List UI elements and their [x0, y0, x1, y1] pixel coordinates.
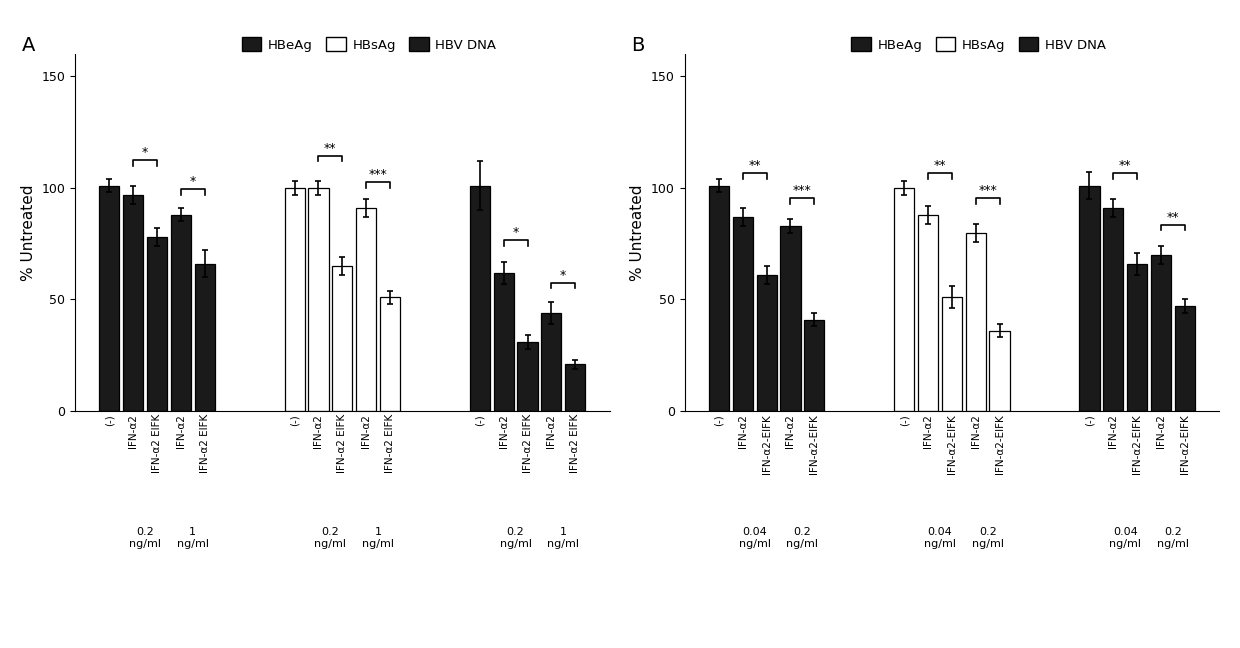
Bar [894, 188, 914, 411]
Bar [805, 319, 825, 411]
Text: ***: *** [368, 168, 387, 181]
Bar [966, 233, 986, 411]
Bar [494, 273, 513, 411]
Text: 1
ng/ml: 1 ng/ml [547, 527, 579, 549]
Text: *: * [560, 269, 567, 282]
Bar [379, 297, 401, 411]
Bar [1079, 186, 1100, 411]
Legend: HBeAg, HBsAg, HBV DNA: HBeAg, HBsAg, HBV DNA [237, 32, 502, 57]
Bar [284, 188, 305, 411]
Legend: HBeAg, HBsAg, HBV DNA: HBeAg, HBsAg, HBV DNA [846, 32, 1111, 57]
Text: 0.2
ng/ml: 0.2 ng/ml [786, 527, 818, 549]
Y-axis label: % Untreated: % Untreated [630, 184, 645, 281]
Text: ***: *** [978, 184, 997, 197]
Bar [756, 275, 776, 411]
Bar [990, 330, 1009, 411]
Text: 1
ng/ml: 1 ng/ml [177, 527, 208, 549]
Bar [99, 186, 119, 411]
Bar [517, 342, 538, 411]
Bar [171, 214, 191, 411]
Text: **: ** [934, 159, 946, 172]
Text: A: A [21, 36, 35, 55]
Text: **: ** [324, 141, 336, 154]
Bar [542, 313, 562, 411]
Text: 0.2
ng/ml: 0.2 ng/ml [500, 527, 532, 549]
Text: **: ** [749, 159, 761, 172]
Text: *: * [190, 175, 196, 188]
Bar [195, 264, 215, 411]
Text: *: * [143, 146, 149, 159]
Text: **: ** [1118, 159, 1131, 172]
Bar [148, 237, 167, 411]
Bar [309, 188, 329, 411]
Y-axis label: % Untreated: % Untreated [21, 184, 36, 281]
Bar [356, 208, 376, 411]
Text: *: * [512, 226, 518, 239]
Bar [1151, 255, 1171, 411]
Text: 0.04
ng/ml: 0.04 ng/ml [924, 527, 956, 549]
Text: 0.04
ng/ml: 0.04 ng/ml [1109, 527, 1141, 549]
Bar [918, 214, 939, 411]
Bar [780, 226, 801, 411]
Text: 0.2
ng/ml: 0.2 ng/ml [972, 527, 1003, 549]
Bar [1104, 208, 1123, 411]
Text: ***: *** [794, 184, 812, 197]
Bar [332, 266, 352, 411]
Bar [1174, 306, 1195, 411]
Bar [709, 186, 729, 411]
Bar [565, 364, 585, 411]
Bar [1127, 264, 1147, 411]
Text: 0.04
ng/ml: 0.04 ng/ml [739, 527, 771, 549]
Bar [942, 297, 962, 411]
Text: B: B [631, 36, 645, 55]
Text: 1
ng/ml: 1 ng/ml [362, 527, 394, 549]
Bar [733, 217, 753, 411]
Bar [470, 186, 490, 411]
Text: 0.2
ng/ml: 0.2 ng/ml [1157, 527, 1189, 549]
Bar [123, 194, 144, 411]
Text: 0.2
ng/ml: 0.2 ng/ml [315, 527, 346, 549]
Text: 0.2
ng/ml: 0.2 ng/ml [129, 527, 161, 549]
Text: **: ** [1167, 211, 1179, 224]
